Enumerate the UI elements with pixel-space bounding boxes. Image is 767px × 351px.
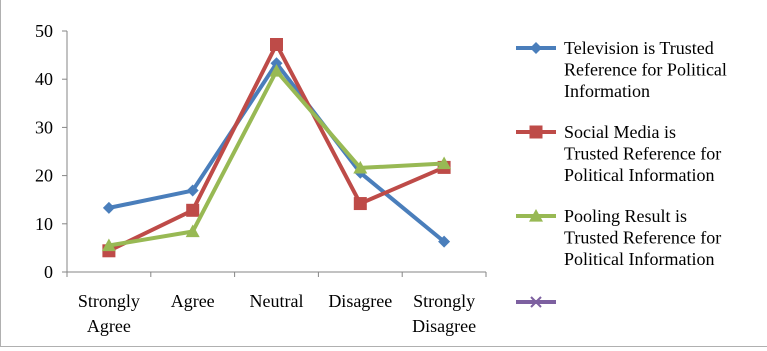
y-tick-label: 0 — [44, 262, 53, 282]
y-tick-label: 40 — [35, 69, 53, 89]
y-tick-label: 50 — [35, 21, 53, 41]
x-tick-label: Strongly Agree — [78, 291, 140, 336]
legend-entry-4 — [516, 297, 556, 307]
y-tick-label: 10 — [35, 214, 53, 234]
x-tick-label: Disagree — [328, 291, 392, 311]
series-1 — [103, 57, 450, 247]
series-layer — [102, 38, 451, 257]
data-point — [270, 38, 283, 51]
legend-entry-3: Pooling Result is Trusted Reference for Po… — [516, 206, 721, 269]
x-tick-label: Agree — [171, 291, 215, 311]
series-line — [109, 63, 444, 241]
series-3 — [102, 64, 451, 251]
data-point — [354, 197, 367, 210]
legend-entry-2: Social Media is Trusted Reference for Poli… — [516, 122, 721, 185]
legend-label: Television is Trusted Reference for Polit… — [564, 38, 727, 101]
y-tick-label: 20 — [35, 166, 53, 186]
legend-label: Social Media is Trusted Reference for Poli… — [564, 122, 721, 185]
legend: Television is Trusted Reference for Polit… — [516, 38, 727, 307]
series-line — [109, 71, 444, 245]
data-point — [103, 202, 115, 214]
x-tick-label: Neutral — [250, 291, 304, 311]
data-point — [186, 204, 199, 217]
legend-marker — [530, 42, 542, 54]
legend-label: Pooling Result is Trusted Reference for Po… — [564, 206, 721, 269]
legend-marker — [530, 126, 543, 139]
y-tick-label: 30 — [35, 117, 53, 137]
legend-entry-1: Television is Trusted Reference for Polit… — [516, 38, 727, 101]
x-tick-label: Strongly Disagree — [412, 291, 476, 336]
